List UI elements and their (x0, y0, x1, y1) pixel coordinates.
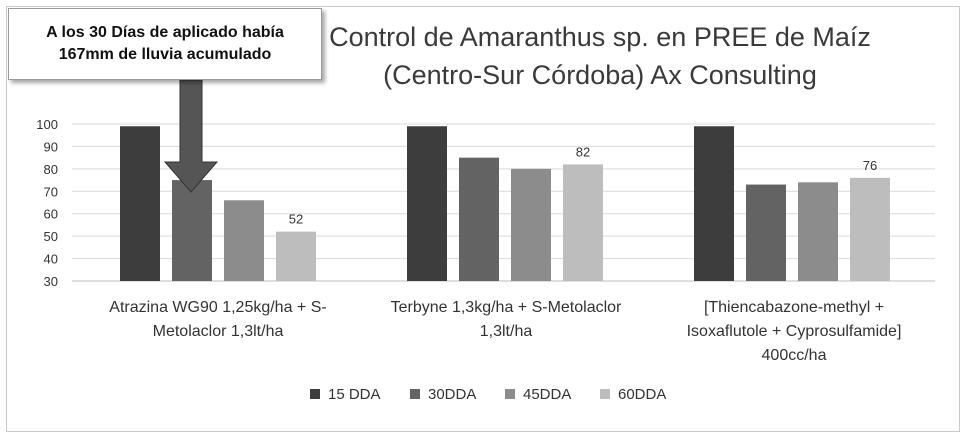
annotation-arrow (163, 79, 219, 193)
data-label: 52 (289, 212, 303, 227)
data-label: 76 (863, 158, 877, 173)
category-label: Terbyne 1,3kg/ha + S-Metolaclor 1,3lt/ha (366, 296, 646, 344)
legend-item: 15 DDA (310, 386, 381, 403)
y-tick-label: 70 (44, 184, 58, 199)
legend-label: 45DDA (523, 386, 572, 403)
y-tick-label: 80 (44, 162, 58, 177)
legend-label: 60DDA (618, 386, 667, 403)
bar (746, 184, 786, 281)
legend-item: 45DDA (505, 386, 571, 403)
category-label-line: Atrazina WG90 1,25kg/ha + S- (109, 299, 327, 316)
category-label: [Thiencabazone-methyl + Isoxaflutole + C… (654, 296, 934, 368)
bar (694, 126, 734, 281)
bar (511, 168, 551, 281)
legend-label: 30DDA (428, 386, 477, 403)
chart-subtitle: (Centro-Sur Córdoba) Ax Consulting (383, 60, 817, 90)
legend-swatch (600, 389, 610, 399)
legend: 15 DDA 30DDA 45DDA 60DDA (0, 386, 968, 408)
y-tick-label: 50 (44, 229, 58, 244)
bar (224, 200, 264, 281)
gridlines (72, 123, 935, 282)
data-labels: 52 82 76 (289, 144, 877, 226)
category-label: Atrazina WG90 1,25kg/ha + S- Metolaclor … (78, 296, 358, 344)
y-tick-label: 60 (44, 207, 58, 222)
category-label-line: 400cc/ha (761, 347, 827, 364)
category-label-line: [Thiencabazone-methyl + (703, 299, 885, 316)
bar (459, 157, 499, 281)
bar (563, 164, 603, 281)
legend-swatch (310, 389, 320, 399)
annotation-line: A los 30 Días de aplicado había (46, 24, 284, 41)
bar (120, 126, 160, 281)
bar (276, 231, 316, 281)
legend-item: 60DDA (600, 386, 666, 403)
y-tick-label: 30 (44, 274, 58, 289)
bar (407, 126, 447, 281)
bar (172, 180, 212, 281)
y-tick-label: 90 (44, 139, 58, 154)
annotation-line: 167mm de lluvia acumulado (58, 46, 272, 63)
category-label-line: 1,3lt/ha (479, 323, 533, 340)
bars (120, 126, 890, 281)
legend-item: 30DDA (410, 386, 476, 403)
y-tick-labels: 100 90 80 70 60 50 40 30 (36, 117, 58, 289)
legend-swatch (410, 389, 420, 399)
legend-swatch (505, 389, 515, 399)
data-label: 82 (576, 144, 590, 159)
category-label-line: Terbyne 1,3kg/ha + S-Metolaclor (390, 299, 622, 316)
bar (850, 177, 890, 281)
category-label-line: Metolaclor 1,3lt/ha (152, 323, 284, 340)
y-tick-label: 40 (44, 252, 58, 267)
legend-label: 15 DDA (328, 386, 381, 403)
category-label-line: Isoxaflutole + Cyprosulfamide] (686, 323, 902, 340)
annotation-arrow-shape (163, 79, 219, 193)
y-tick-label: 100 (36, 117, 58, 132)
annotation-callout: A los 30 Días de aplicado había 167mm de… (8, 8, 322, 80)
bar (798, 182, 838, 281)
chart-title: Control de Amaranthus sp. en PREE de Maí… (329, 22, 871, 52)
